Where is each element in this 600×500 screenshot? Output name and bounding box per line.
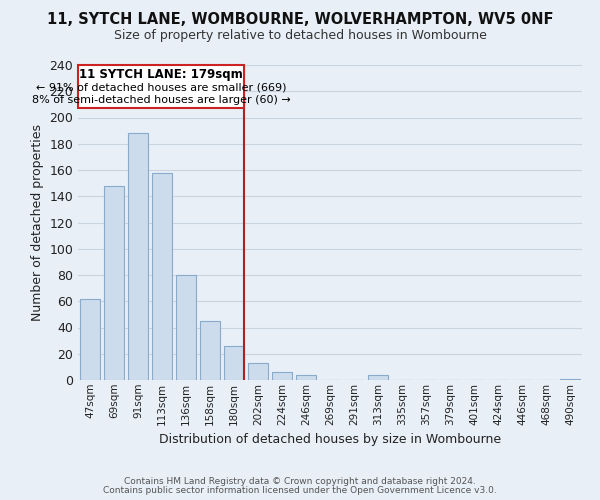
- Bar: [128, 133, 148, 380]
- Bar: [200, 321, 220, 380]
- Text: Contains HM Land Registry data © Crown copyright and database right 2024.: Contains HM Land Registry data © Crown c…: [124, 477, 476, 486]
- Text: 11 SYTCH LANE: 179sqm: 11 SYTCH LANE: 179sqm: [79, 68, 243, 81]
- Bar: [296, 375, 316, 380]
- Y-axis label: Number of detached properties: Number of detached properties: [31, 124, 44, 321]
- Bar: [104, 186, 124, 380]
- Bar: [176, 275, 196, 380]
- Bar: [80, 298, 100, 380]
- Text: Size of property relative to detached houses in Wombourne: Size of property relative to detached ho…: [113, 28, 487, 42]
- X-axis label: Distribution of detached houses by size in Wombourne: Distribution of detached houses by size …: [159, 433, 501, 446]
- Bar: [560, 378, 580, 380]
- Bar: [224, 346, 244, 380]
- Text: 8% of semi-detached houses are larger (60) →: 8% of semi-detached houses are larger (6…: [32, 94, 290, 104]
- Text: Contains public sector information licensed under the Open Government Licence v3: Contains public sector information licen…: [103, 486, 497, 495]
- Bar: [272, 372, 292, 380]
- Bar: [368, 375, 388, 380]
- Bar: [152, 172, 172, 380]
- Bar: [248, 363, 268, 380]
- Text: ← 91% of detached houses are smaller (669): ← 91% of detached houses are smaller (66…: [36, 82, 286, 92]
- Text: 11, SYTCH LANE, WOMBOURNE, WOLVERHAMPTON, WV5 0NF: 11, SYTCH LANE, WOMBOURNE, WOLVERHAMPTON…: [47, 12, 553, 28]
